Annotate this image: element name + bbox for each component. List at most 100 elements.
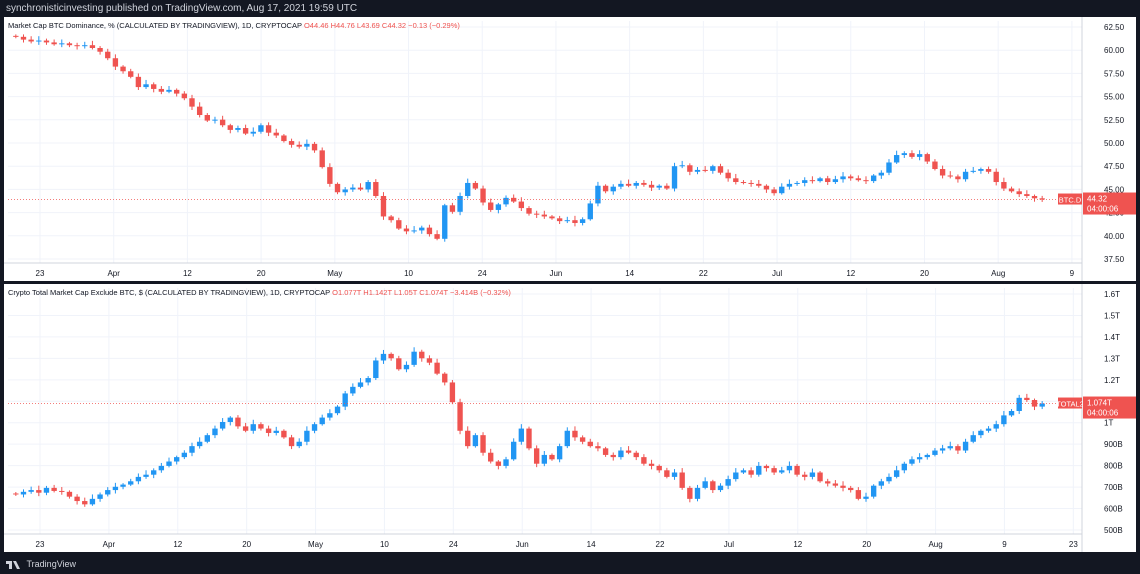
candle-body bbox=[465, 182, 471, 196]
candle-body bbox=[396, 358, 402, 370]
candle-body bbox=[671, 472, 678, 477]
btc-dominance-pane[interactable]: Market Cap BTC Dominance, % (CALCULATED … bbox=[4, 17, 1136, 281]
candle-body bbox=[59, 490, 65, 492]
candle-body bbox=[411, 230, 417, 232]
candle-body bbox=[541, 214, 547, 217]
candle-body bbox=[993, 171, 999, 183]
candle-body bbox=[365, 378, 371, 383]
candle-body bbox=[219, 119, 226, 126]
candle-body bbox=[189, 98, 195, 107]
candle-body bbox=[595, 185, 601, 204]
candle-body bbox=[932, 161, 938, 169]
bar-countdown: 04:00:06 bbox=[1087, 205, 1119, 214]
candle-body bbox=[633, 182, 639, 186]
total2-pane[interactable]: Crypto Total Market Cap Exclude BTC, $ (… bbox=[4, 284, 1136, 552]
candle-body bbox=[863, 496, 869, 499]
y-tick-label: 45.00 bbox=[1104, 185, 1125, 194]
candle-body bbox=[28, 490, 34, 492]
candle-body bbox=[235, 128, 241, 130]
candle-body bbox=[342, 189, 348, 193]
candle-body bbox=[993, 424, 999, 429]
candle-body bbox=[105, 490, 111, 495]
candle-body bbox=[13, 35, 19, 37]
candle-body bbox=[426, 358, 433, 363]
x-tick-label: Jun bbox=[549, 269, 562, 278]
candle-body bbox=[717, 485, 724, 491]
candles bbox=[13, 34, 1045, 242]
candle-body bbox=[173, 457, 180, 462]
x-tick-label: 20 bbox=[257, 269, 266, 278]
x-tick-label: Aug bbox=[991, 269, 1005, 278]
y-tick-label: 900B bbox=[1104, 440, 1123, 449]
candle-body bbox=[656, 185, 662, 188]
candle-body bbox=[51, 487, 57, 491]
candle-body bbox=[13, 493, 19, 495]
candle-body bbox=[319, 417, 325, 425]
candle-body bbox=[556, 446, 563, 460]
candle-body bbox=[855, 490, 862, 499]
candle-body bbox=[1008, 188, 1015, 192]
candle-body bbox=[962, 441, 969, 451]
candle-body bbox=[120, 484, 126, 487]
candle-body bbox=[733, 472, 739, 480]
candle-body bbox=[327, 167, 333, 184]
candle-body bbox=[128, 71, 134, 77]
candle-body bbox=[334, 406, 341, 414]
candle-body bbox=[143, 84, 149, 88]
candle-body bbox=[687, 487, 693, 499]
candle-body bbox=[985, 428, 992, 431]
candle-body bbox=[396, 220, 402, 229]
candle-body bbox=[717, 166, 724, 173]
candle-body bbox=[181, 452, 188, 458]
candle-body bbox=[618, 450, 624, 458]
candle-body bbox=[572, 430, 578, 438]
candle-body bbox=[664, 470, 670, 477]
btc-dominance-chart[interactable]: 62.50 60.00 57.50 55.00 52.50 50.00 47.50 45.00… bbox=[4, 17, 1136, 281]
candle-body bbox=[825, 481, 831, 484]
candle-body bbox=[641, 457, 647, 464]
candle-body bbox=[227, 417, 233, 422]
candle-body bbox=[43, 40, 50, 43]
candle-body bbox=[763, 185, 770, 190]
candle-body bbox=[947, 446, 953, 449]
candle-body bbox=[602, 448, 609, 455]
last-price-tag bbox=[1083, 396, 1136, 419]
candle-body bbox=[916, 457, 923, 460]
candle-body bbox=[419, 351, 425, 359]
candle-body bbox=[128, 481, 134, 485]
candle-body bbox=[472, 182, 479, 189]
candle-body bbox=[725, 479, 731, 486]
candle-body bbox=[281, 135, 287, 142]
candle-body bbox=[610, 454, 616, 458]
candle-body bbox=[151, 470, 157, 475]
candle-body bbox=[664, 185, 670, 189]
x-tick-label: 10 bbox=[404, 269, 413, 278]
candle-body bbox=[518, 428, 525, 442]
x-tick-label: Apr bbox=[103, 540, 116, 549]
candle-body bbox=[518, 201, 525, 209]
y-tick-label: 1.2T bbox=[1104, 376, 1120, 385]
candle-body bbox=[296, 441, 302, 447]
candle-body bbox=[625, 183, 632, 186]
candle-body bbox=[388, 216, 394, 221]
candle-body bbox=[840, 176, 846, 180]
candle-body bbox=[442, 205, 448, 239]
candle-body bbox=[250, 424, 256, 431]
x-tick-label: 12 bbox=[183, 269, 192, 278]
pane2-legend: Crypto Total Market Cap Exclude BTC, $ (… bbox=[8, 288, 511, 297]
candle-body bbox=[74, 496, 80, 502]
y-tick-label: 60.00 bbox=[1104, 46, 1125, 55]
candle-body bbox=[135, 476, 142, 482]
candle-body bbox=[786, 183, 793, 187]
candle-body bbox=[916, 154, 923, 157]
candle-body bbox=[1001, 182, 1007, 189]
candle-body bbox=[748, 470, 754, 475]
candle-body bbox=[671, 166, 678, 189]
y-tick-label: 62.50 bbox=[1104, 23, 1125, 32]
candle-body bbox=[893, 155, 900, 163]
candle-body bbox=[832, 179, 839, 183]
x-tick-label: Jul bbox=[772, 269, 782, 278]
candle-body bbox=[901, 153, 907, 156]
candle-body bbox=[166, 461, 172, 466]
total2-chart[interactable]: 1.6T1.5T1.4T1.3T1.2T1.1T1T900B800B700B60… bbox=[4, 284, 1136, 552]
